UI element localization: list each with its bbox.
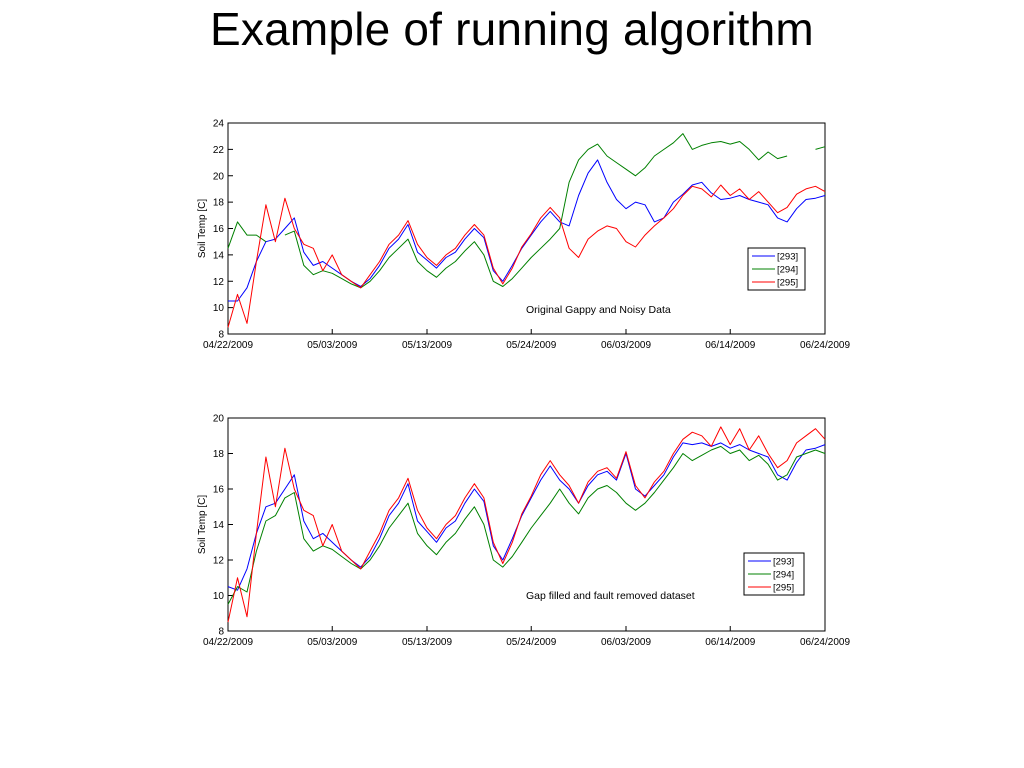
chart-annotation: Gap filled and fault removed dataset [526, 590, 695, 602]
x-tick-label: 05/24/2009 [506, 637, 556, 648]
y-tick-label: 10 [213, 303, 225, 314]
legend: [293] [294] [295] [743, 552, 805, 596]
y-tick-label: 18 [213, 198, 225, 209]
x-tick-label: 06/03/2009 [601, 340, 651, 351]
series-line-293 [227, 442, 826, 591]
legend-label: [294] [777, 265, 798, 276]
y-tick-label: 8 [218, 330, 224, 341]
y-tick-label: 20 [213, 171, 225, 182]
series-line-295 [227, 184, 826, 328]
series-line-293 [228, 159, 826, 302]
y-tick-label: 12 [213, 277, 225, 288]
y-tick-label: 12 [213, 556, 225, 567]
series-line-294 [227, 445, 826, 605]
y-tick-label: 8 [218, 627, 224, 638]
x-tick-label: 05/13/2009 [402, 340, 452, 351]
x-tick-label: 04/22/2009 [203, 340, 253, 351]
y-axis-title: Soil Temp [C] [197, 199, 208, 259]
x-tick-label: 04/22/2009 [203, 637, 253, 648]
legend-label: [295] [777, 278, 798, 289]
legend-label: [295] [773, 583, 794, 594]
x-tick-label: 05/24/2009 [506, 340, 556, 351]
y-tick-label: 18 [213, 449, 225, 460]
legend-label: [293] [773, 557, 794, 568]
x-tick-label: 05/03/2009 [307, 637, 357, 648]
x-tick-label: 06/14/2009 [705, 340, 755, 351]
slide-title: Example of running algorithm [210, 3, 814, 55]
x-tick-label: 05/13/2009 [402, 637, 452, 648]
x-tick-label: 06/24/2009 [800, 637, 850, 648]
y-tick-label: 14 [213, 520, 225, 531]
y-tick-label: 20 [213, 414, 225, 425]
series-line-295 [227, 426, 826, 623]
y-tick-label: 24 [213, 119, 225, 130]
y-tick-label: 22 [213, 145, 225, 156]
y-tick-label: 16 [213, 485, 225, 496]
legend-label: [294] [773, 570, 794, 581]
y-tick-label: 14 [213, 250, 225, 261]
y-tick-label: 10 [213, 591, 225, 602]
x-tick-label: 06/24/2009 [800, 340, 850, 351]
chart-annotation: Original Gappy and Noisy Data [526, 304, 671, 316]
x-tick-label: 06/14/2009 [705, 637, 755, 648]
x-tick-label: 05/03/2009 [307, 340, 357, 351]
y-tick-label: 16 [213, 224, 225, 235]
legend: [293] [294] [295] [747, 247, 806, 291]
y-axis-title: Soil Temp [C] [197, 495, 208, 555]
legend-label: [293] [777, 252, 798, 263]
x-tick-label: 06/03/2009 [601, 637, 651, 648]
series-line-294 [227, 133, 826, 289]
